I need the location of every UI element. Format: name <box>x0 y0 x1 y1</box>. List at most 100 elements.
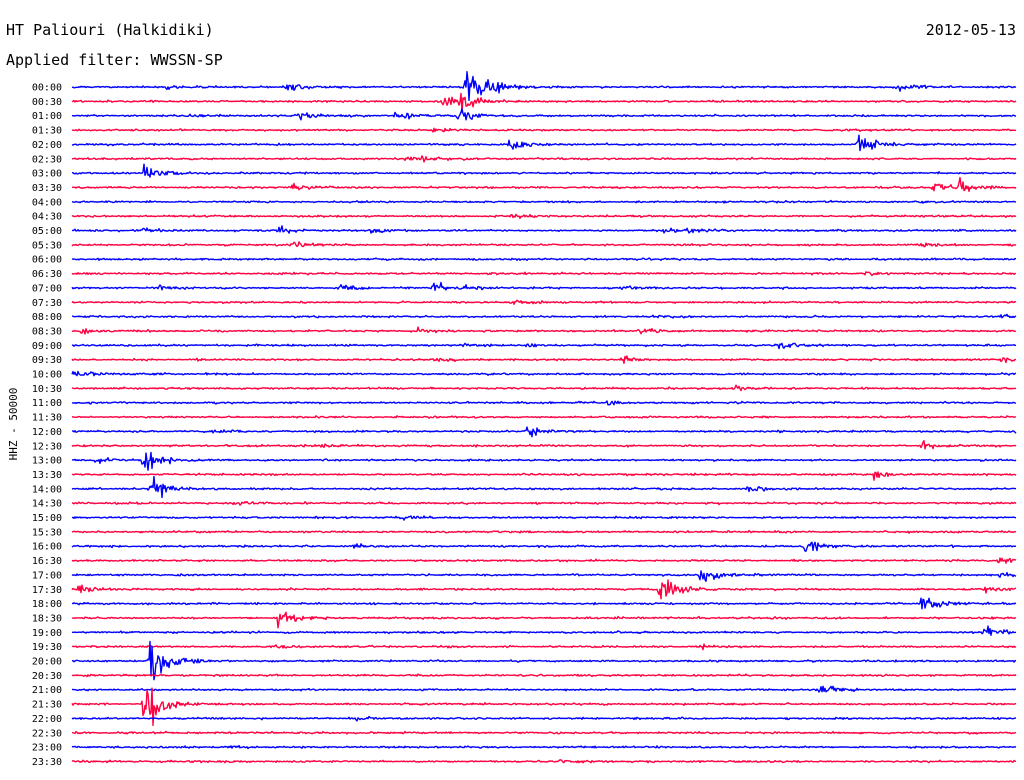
trace-0230 <box>71 155 1017 163</box>
trace-0930 <box>71 355 1017 364</box>
tick-label-1430: 14:30 <box>32 499 62 510</box>
trace-1930 <box>71 643 1017 651</box>
traces <box>71 71 1017 764</box>
y-axis-label: HHZ - 50000 <box>7 388 20 461</box>
trace-1900 <box>71 625 1017 636</box>
tick-label-0430: 04:30 <box>32 212 62 223</box>
trace-1500 <box>71 515 1016 521</box>
tick-label-2230: 22:30 <box>32 728 62 739</box>
date-label: 2012-05-13 <box>926 21 1016 39</box>
tick-label-0100: 01:00 <box>32 111 62 122</box>
tick-label-0000: 00:00 <box>32 83 62 94</box>
trace-1130 <box>71 415 1017 419</box>
tick-label-1600: 16:00 <box>32 542 62 553</box>
trace-2000 <box>71 640 1017 681</box>
trace-1630 <box>71 557 1017 564</box>
tick-label-0400: 04:00 <box>32 197 62 208</box>
trace-0600 <box>71 257 1017 262</box>
trace-2300 <box>71 744 1017 750</box>
trace-0200 <box>71 134 1017 152</box>
tick-label-0830: 08:30 <box>32 326 62 337</box>
trace-1530 <box>71 529 1017 534</box>
trace-1100 <box>71 400 1017 406</box>
tick-label-2100: 21:00 <box>32 685 62 696</box>
tick-label-1900: 19:00 <box>32 628 62 639</box>
tick-label-0230: 02:30 <box>32 154 62 165</box>
tick-label-1030: 10:30 <box>32 384 62 395</box>
tick-label-0900: 09:00 <box>32 341 62 352</box>
tick-label-0130: 01:30 <box>32 126 62 137</box>
tick-label-1800: 18:00 <box>32 599 62 610</box>
trace-2330 <box>71 759 1017 764</box>
trace-0800 <box>71 313 1017 319</box>
trace-2100 <box>71 685 1017 693</box>
trace-1300 <box>71 451 1017 471</box>
time-tick-labels: 00:00 00:30 01:00 01:30 02:00 02:30 03:00 03:30… <box>32 83 62 768</box>
trace-1330 <box>71 471 1017 481</box>
tick-label-2130: 21:30 <box>32 700 62 711</box>
station-title: HT Paliouri (Halkidiki) <box>6 21 214 39</box>
trace-1730 <box>71 579 1017 600</box>
filter-label: Applied filter: WWSSN-SP <box>6 51 223 69</box>
tick-label-1130: 11:30 <box>32 413 62 424</box>
tick-label-1230: 12:30 <box>32 441 62 452</box>
tick-label-0030: 00:30 <box>32 97 62 108</box>
tick-label-0200: 02:00 <box>32 140 62 151</box>
trace-0330 <box>72 176 1017 192</box>
trace-0830 <box>71 326 1017 335</box>
tick-label-1700: 17:00 <box>32 570 62 581</box>
trace-0430 <box>71 213 1017 219</box>
tick-label-1730: 17:30 <box>32 585 62 596</box>
tick-label-0600: 06:00 <box>32 255 62 266</box>
trace-2230 <box>71 730 1017 735</box>
trace-1830 <box>71 611 1017 629</box>
tick-label-0500: 05:00 <box>32 226 62 237</box>
tick-label-1530: 15:30 <box>32 527 62 538</box>
trace-1800 <box>71 597 1017 610</box>
trace-1430 <box>72 500 1017 506</box>
tick-label-2200: 22:00 <box>32 714 62 725</box>
trace-0900 <box>71 342 1017 350</box>
tick-label-0330: 03:30 <box>32 183 62 194</box>
tick-label-0800: 08:00 <box>32 312 62 323</box>
tick-label-0730: 07:30 <box>32 298 62 309</box>
tick-label-1930: 19:30 <box>32 642 62 653</box>
trace-1200 <box>71 426 1017 438</box>
trace-0000 <box>71 71 1017 102</box>
trace-0530 <box>71 241 1017 248</box>
trace-0300 <box>72 163 1017 178</box>
tick-label-1200: 12:00 <box>32 427 62 438</box>
trace-1230 <box>71 440 1017 450</box>
tick-label-1100: 11:00 <box>32 398 62 409</box>
tick-label-1300: 13:00 <box>32 456 62 467</box>
trace-0700 <box>71 281 1017 291</box>
tick-label-1400: 14:00 <box>32 484 62 495</box>
trace-0130 <box>71 127 1017 133</box>
tick-label-1830: 18:30 <box>32 613 62 624</box>
trace-0030 <box>71 92 1017 113</box>
tick-label-0630: 06:30 <box>32 269 62 280</box>
trace-1400 <box>71 475 1017 499</box>
trace-0630 <box>71 271 1016 277</box>
trace-1600 <box>71 541 1017 552</box>
tick-label-2330: 23:30 <box>32 757 62 768</box>
tick-label-0530: 05:30 <box>32 240 62 251</box>
trace-1000 <box>71 370 1017 377</box>
trace-0400 <box>71 199 1017 204</box>
trace-2200 <box>71 715 1016 722</box>
tick-label-1000: 10:00 <box>32 370 62 381</box>
trace-1700 <box>71 570 1017 582</box>
tick-label-2300: 23:00 <box>32 743 62 754</box>
tick-label-2000: 20:00 <box>32 657 62 668</box>
tick-label-1500: 15:00 <box>32 513 62 524</box>
tick-label-0300: 03:00 <box>32 169 62 180</box>
tick-label-1330: 13:30 <box>32 470 62 481</box>
trace-0100 <box>71 108 1017 121</box>
trace-0500 <box>71 225 1017 234</box>
tick-label-0700: 07:00 <box>32 283 62 294</box>
tick-label-1630: 16:30 <box>32 556 62 567</box>
tick-label-2030: 20:30 <box>32 671 62 682</box>
tick-label-0930: 09:30 <box>32 355 62 366</box>
trace-2030 <box>71 673 1017 678</box>
